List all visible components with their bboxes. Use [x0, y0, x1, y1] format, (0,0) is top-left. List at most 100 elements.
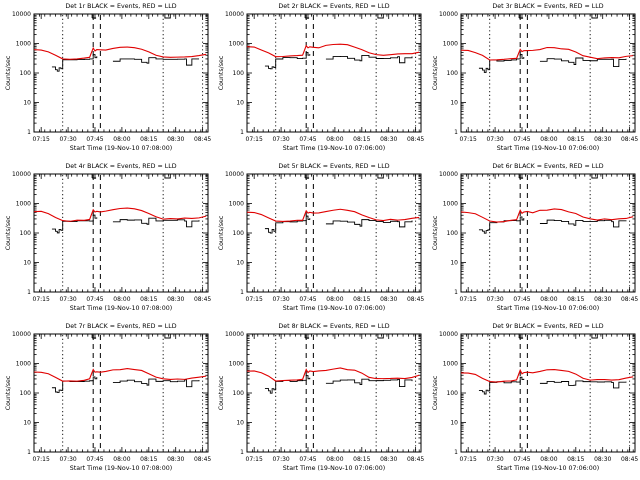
x-tick-label: 08:00 — [327, 136, 344, 143]
panel-det-7r: Det 7r BLACK = Events, RED = LLD 10000 100… — [0, 320, 213, 480]
trigger-bracket-marker — [304, 174, 310, 179]
x-tick-label: 08:15 — [354, 456, 371, 463]
lld-trace — [460, 368, 633, 383]
interval-bracket-marker — [377, 334, 385, 339]
x-tick-label: 08:00 — [327, 456, 344, 463]
traces — [33, 46, 207, 72]
trigger-bracket-marker — [304, 334, 310, 339]
lld-trace — [247, 43, 420, 58]
panel-det-1r: Det 1r BLACK = Events, RED = LLD 10000 100… — [0, 0, 213, 160]
x-tick-label: 07:15 — [246, 136, 263, 143]
x-tick-label: 08:00 — [113, 296, 130, 303]
y-tick-label: 1 — [27, 449, 31, 456]
interval-bracket-marker — [591, 174, 598, 179]
x-tick-label: 08:45 — [194, 456, 211, 463]
x-tick-label: 08:15 — [140, 296, 157, 303]
panel-title: Det 6r BLACK = Events, RED = LLD — [492, 163, 603, 170]
y-tick-label: 1 — [241, 449, 245, 456]
trigger-bracket-marker — [304, 14, 310, 19]
y-tick-label: 10000 — [12, 331, 31, 338]
panel-det-5r: Det 5r BLACK = Events, RED = LLD 10000 100… — [213, 160, 426, 320]
y-tick-label: 10 — [23, 420, 31, 427]
interval-bracket-marker — [377, 174, 385, 179]
traces — [460, 46, 633, 73]
x-tick-label: 08:45 — [194, 296, 211, 303]
y-tick-label: 10000 — [12, 11, 31, 18]
plot-frame — [460, 13, 636, 133]
interval-bracket-marker — [591, 14, 598, 19]
lld-trace — [247, 208, 420, 223]
x-tick-label: 07:30 — [486, 136, 503, 143]
y-axis-label: Counts/sec — [432, 375, 439, 410]
traces — [247, 208, 420, 234]
plot-frame — [33, 333, 209, 453]
panel-title: Det 7r BLACK = Events, RED = LLD — [65, 323, 176, 330]
x-tick-label: 07:45 — [86, 456, 103, 463]
y-tick-label: 10 — [450, 260, 458, 267]
y-tick-label: 1 — [27, 289, 31, 296]
y-axis-label: Counts/sec — [218, 55, 225, 90]
lld-trace — [33, 207, 207, 222]
y-tick-label: 1 — [241, 289, 245, 296]
x-tick-label: 08:00 — [113, 456, 130, 463]
y-tick-label: 1 — [454, 449, 458, 456]
lld-trace — [460, 208, 633, 223]
y-tick-label: 100 — [20, 230, 32, 237]
y-axis-label: Counts/sec — [5, 55, 12, 90]
interval-bracket-marker — [164, 174, 171, 179]
panel-title: Det 4r BLACK = Events, RED = LLD — [65, 163, 176, 170]
interval-bracket-marker — [164, 334, 171, 339]
panel-det-3r: Det 3r BLACK = Events, RED = LLD 10000 100… — [427, 0, 640, 160]
x-tick-label: 08:45 — [621, 296, 638, 303]
y-tick-label: 10 — [237, 100, 245, 107]
x-tick-label: 07:15 — [33, 296, 50, 303]
x-tick-label: 08:00 — [540, 296, 557, 303]
x-tick-label: 07:45 — [513, 456, 530, 463]
x-tick-label: 08:30 — [380, 296, 397, 303]
x-tick-label: 07:45 — [86, 136, 103, 143]
x-tick-label: 08:00 — [540, 136, 557, 143]
y-tick-label: 100 — [233, 70, 245, 77]
x-tick-label: 07:30 — [59, 456, 76, 463]
x-tick-label: 07:15 — [246, 296, 263, 303]
lld-trace — [247, 367, 420, 382]
y-axis-label: Counts/sec — [218, 375, 225, 410]
x-tick-label: 08:15 — [354, 296, 371, 303]
y-axis-label: Counts/sec — [432, 55, 439, 90]
events-trace — [265, 215, 413, 234]
y-tick-label: 10 — [23, 260, 31, 267]
y-tick-label: 100 — [446, 70, 458, 77]
y-tick-label: 100 — [233, 390, 245, 397]
y-tick-label: 10 — [450, 420, 458, 427]
events-trace — [265, 51, 413, 70]
trigger-bracket-marker — [91, 14, 97, 19]
x-axis-label: Start Time (19-Nov-10 07:08:00) — [70, 465, 172, 472]
traces — [460, 208, 633, 234]
events-trace — [51, 376, 200, 393]
interval-bracket-marker — [377, 14, 385, 19]
y-tick-label: 1 — [454, 129, 458, 136]
x-tick-label: 07:45 — [513, 296, 530, 303]
traces — [247, 367, 420, 394]
x-tick-label: 08:45 — [407, 296, 424, 303]
x-tick-label: 07:30 — [273, 296, 290, 303]
x-tick-label: 08:15 — [140, 136, 157, 143]
x-tick-label: 08:15 — [354, 136, 371, 143]
y-tick-label: 10000 — [225, 331, 244, 338]
y-tick-label: 10000 — [12, 171, 31, 178]
y-tick-label: 10 — [23, 100, 31, 107]
x-tick-label: 08:00 — [540, 456, 557, 463]
interval-bracket-marker — [164, 14, 171, 19]
y-tick-label: 1000 — [229, 201, 244, 208]
panel-title: Det 9r BLACK = Events, RED = LLD — [492, 323, 603, 330]
x-axis-label: Start Time (19-Nov-10 07:06:00) — [283, 465, 385, 472]
y-tick-label: 1000 — [16, 361, 31, 368]
x-tick-label: 07:45 — [513, 136, 530, 143]
x-tick-label: 08:15 — [567, 136, 584, 143]
interval-bracket-marker — [591, 334, 598, 339]
x-tick-label: 07:45 — [300, 296, 317, 303]
x-tick-label: 08:00 — [327, 296, 344, 303]
y-tick-label: 1000 — [229, 41, 244, 48]
traces — [33, 368, 207, 393]
x-axis-label: Start Time (19-Nov-10 07:08:00) — [70, 305, 172, 312]
